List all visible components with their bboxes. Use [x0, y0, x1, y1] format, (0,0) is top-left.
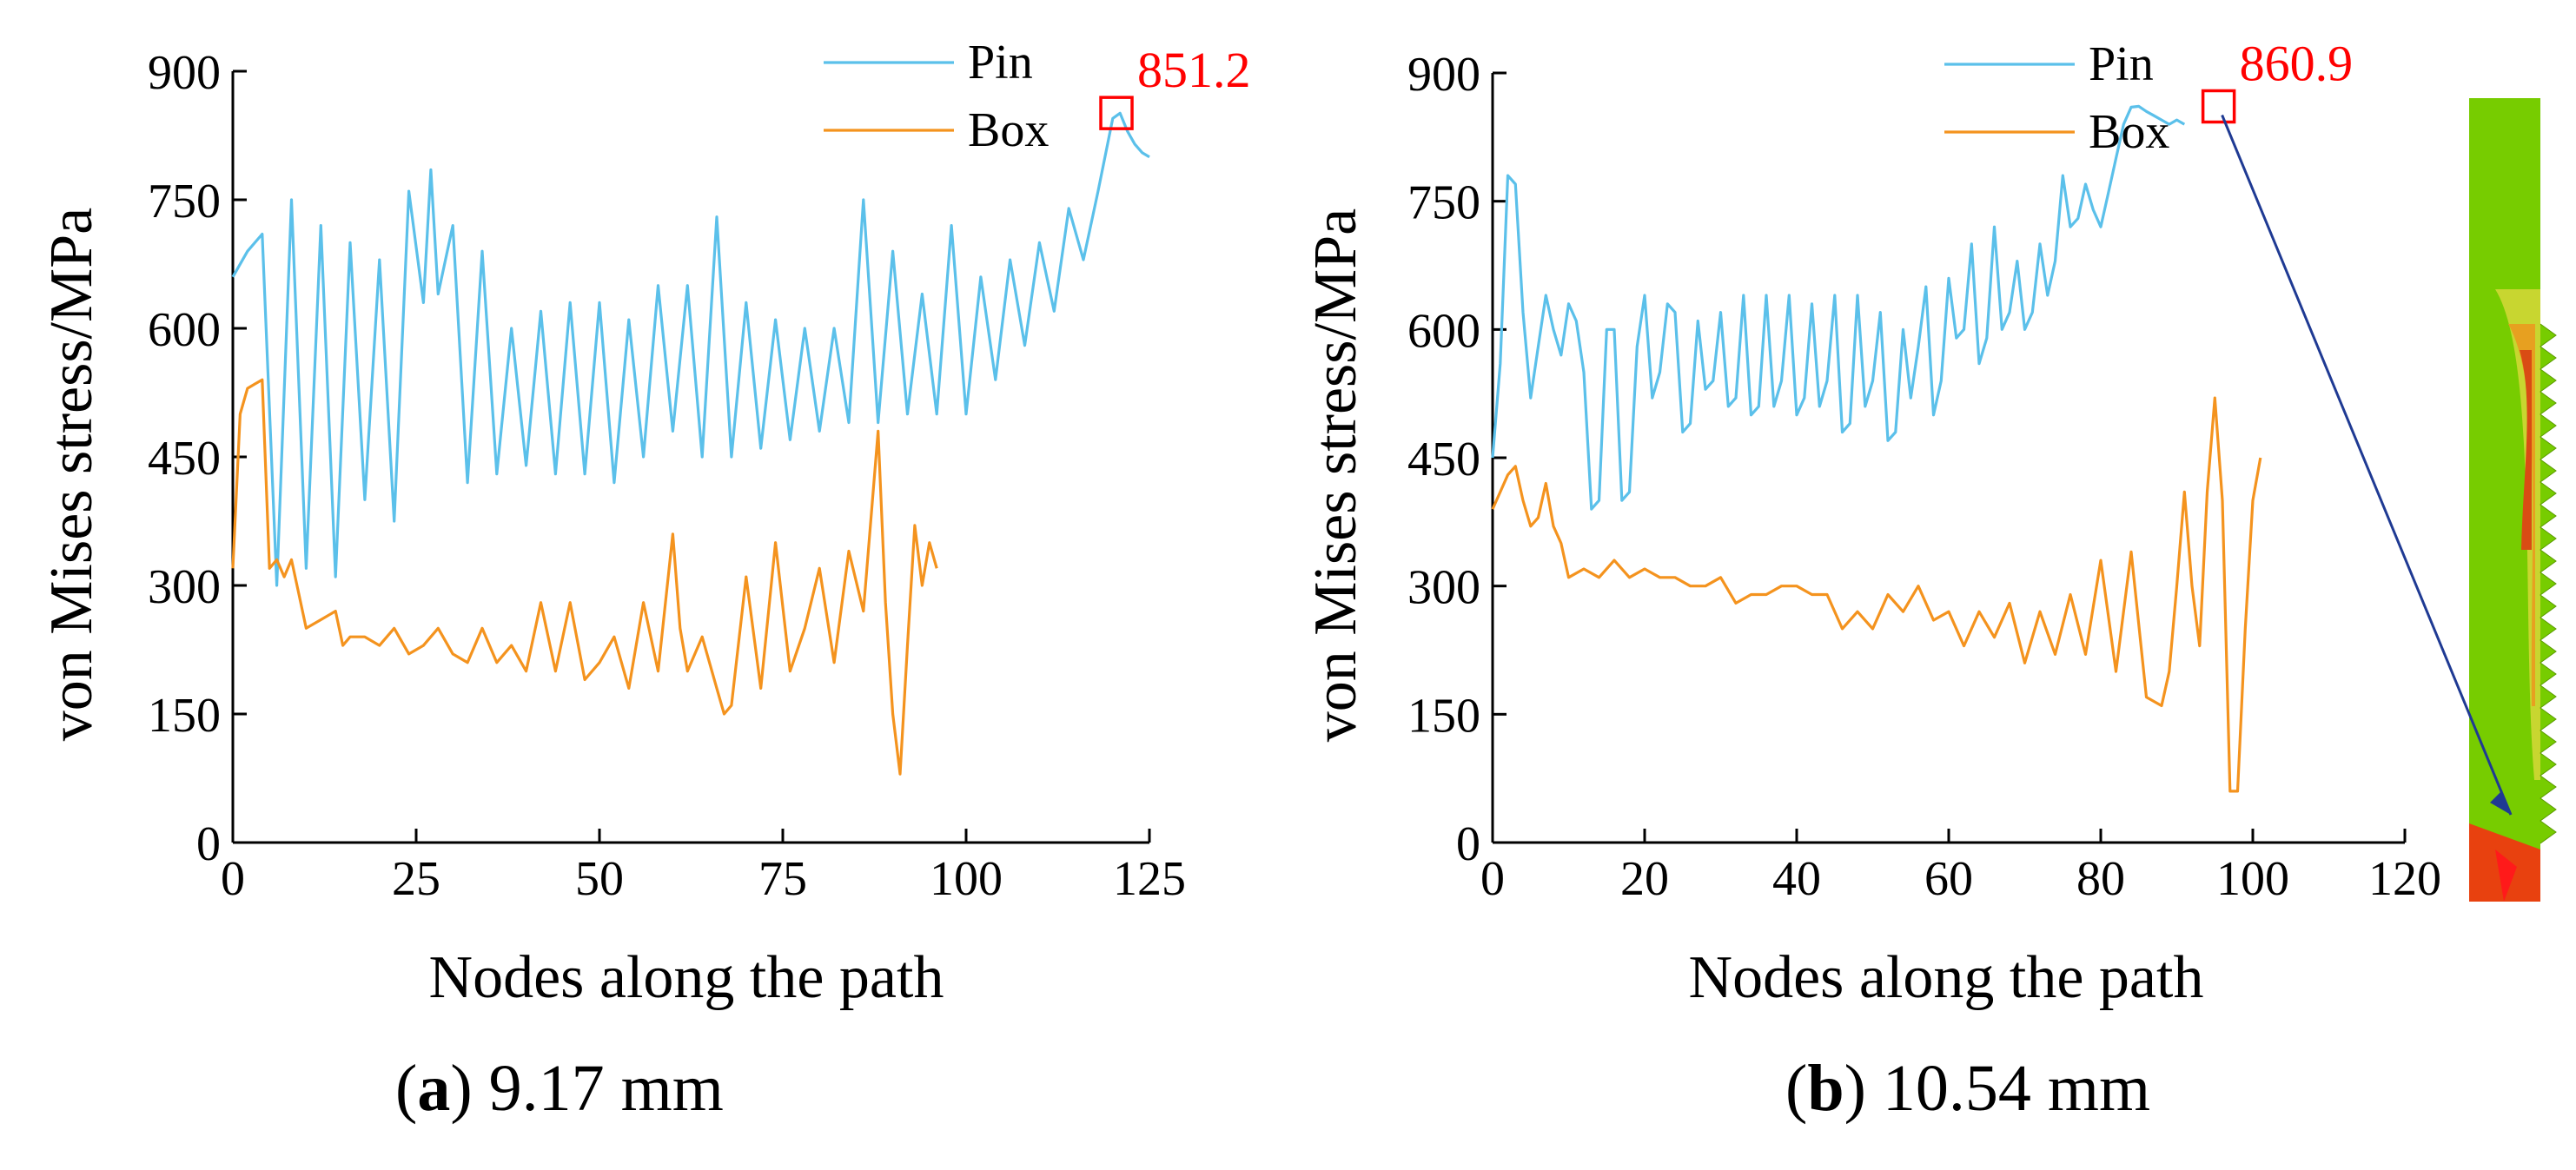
- chart-b-ytick-label-5: 750: [1407, 176, 1480, 230]
- caption-b-label: b: [1807, 1052, 1844, 1125]
- contour-orange-band: [2508, 324, 2535, 706]
- chart-a-xlabel: Nodes along the path: [429, 944, 944, 1011]
- chart-b-peak-label: 860.9: [2240, 35, 2354, 91]
- chart-a-legend-pin-label: Pin: [968, 36, 1033, 89]
- contour-hotspot: [2495, 849, 2517, 902]
- chart-b-ytick-label-1: 150: [1407, 689, 1480, 743]
- chart-b-xtick-label-5: 100: [2216, 852, 2289, 906]
- chart-b-xtick-label-2: 40: [1772, 852, 1821, 906]
- chart-a-ytick-label-6: 900: [148, 46, 221, 100]
- chart-b-ytick-label-2: 300: [1407, 561, 1480, 615]
- chart-a-ylabel: von Mises stress/MPa: [38, 208, 105, 741]
- chart-a-xtick-label-5: 125: [1113, 852, 1186, 906]
- chart-b-xtick-label-6: 120: [2368, 852, 2441, 906]
- chart-b-xtick-label-0: 0: [1480, 852, 1505, 906]
- chart-b-legend-box-label: Box: [2089, 105, 2169, 159]
- caption-a-text: 9.17 mm: [488, 1052, 724, 1125]
- chart-b-legend-pin-label: Pin: [2089, 37, 2154, 91]
- chart-a-ytick-label-4: 600: [148, 303, 221, 357]
- chart-a-series-box-line: [231, 378, 938, 776]
- chart-a-ytick-label-2: 300: [148, 560, 221, 614]
- caption-b-text: 10.54 mm: [1882, 1052, 2151, 1125]
- peak-arrow-head: [2490, 790, 2511, 815]
- caption-a-label: a: [417, 1052, 451, 1125]
- contour-plot: [2469, 98, 2557, 902]
- chart-b-ytick-label-0: 0: [1456, 817, 1480, 871]
- chart-a-peak-marker: [1099, 96, 1134, 130]
- chart-a-ytick-label-1: 150: [148, 689, 221, 743]
- chart-b-series-box-line: [1491, 396, 2262, 793]
- chart-a-ytick-label-5: 750: [148, 175, 221, 228]
- chart-a-xtick-label-0: 0: [221, 852, 245, 906]
- chart-b-xtick-label-1: 20: [1620, 852, 1669, 906]
- chart-a-ytick-label-3: 450: [148, 432, 221, 486]
- chart-b-peak-marker: [2201, 89, 2236, 124]
- caption-b: (b) 10.54 mm: [1785, 1052, 2151, 1125]
- chart-a-ytick-label-0: 0: [196, 817, 221, 871]
- contour-red-band: [2520, 350, 2532, 550]
- chart-a-xtick-label-2: 50: [575, 852, 624, 906]
- chart-a-series-pin-line: [231, 111, 1150, 587]
- chart-b-ytick-label-3: 450: [1407, 433, 1480, 486]
- chart-a-xtick-label-1: 25: [392, 852, 440, 906]
- chart-b-xtick-label-4: 80: [2076, 852, 2125, 906]
- chart-a-xtick-label-4: 100: [930, 852, 1003, 906]
- chart-a-legend-box-label: Box: [968, 103, 1049, 157]
- caption-a: (a) 9.17 mm: [395, 1052, 724, 1125]
- contour-thread-teeth: [2540, 323, 2557, 844]
- chart-a-xtick-label-3: 75: [758, 852, 807, 906]
- chart-b-ytick-label-4: 600: [1407, 304, 1480, 358]
- chart-a-peak-label: 851.2: [1137, 42, 1251, 98]
- chart-b-ylabel: von Mises stress/MPa: [1302, 208, 1369, 742]
- chart-b-xtick-label-3: 60: [1924, 852, 1973, 906]
- peak-arrow-line: [2221, 114, 2513, 816]
- chart-b-ytick-label-6: 900: [1407, 48, 1480, 102]
- chart-b-xlabel: Nodes along the path: [1689, 944, 2204, 1011]
- chart-b-series-pin-line: [1491, 104, 2186, 511]
